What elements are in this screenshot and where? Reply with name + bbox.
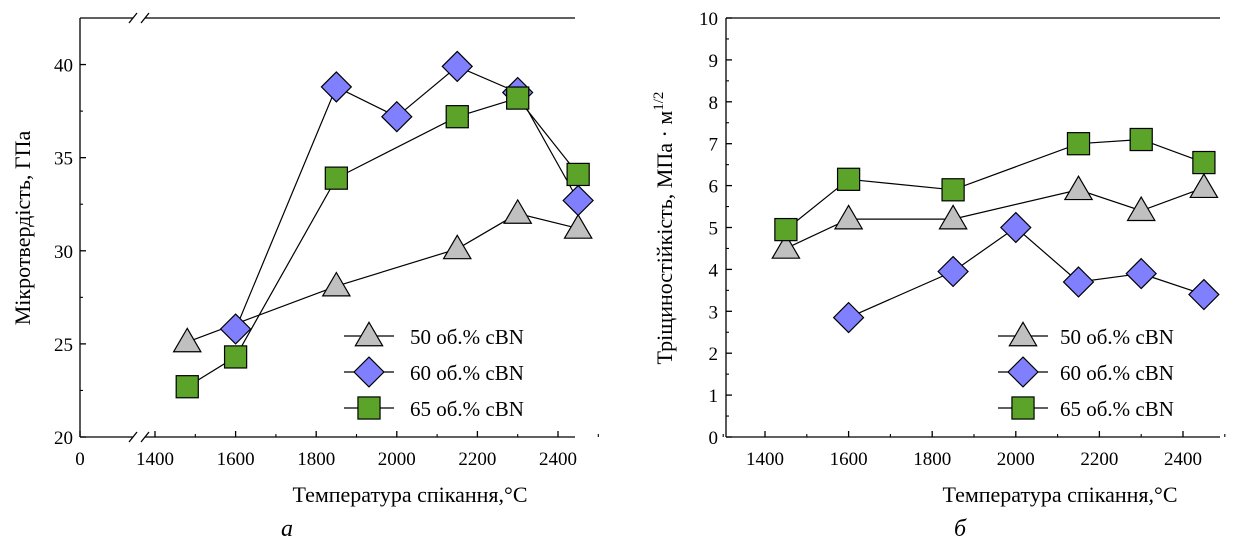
x-tick-label: 2200	[1080, 449, 1118, 470]
data-point	[563, 213, 593, 239]
data-point	[321, 271, 352, 297]
x-tick-label: 1400	[746, 449, 784, 470]
legend-label: 60 об.% cBN	[410, 361, 524, 385]
data-point	[442, 234, 472, 260]
data-point	[771, 233, 801, 259]
data-point	[937, 255, 969, 288]
y-tick-label: 0	[709, 428, 719, 449]
y-axis-title-main: Тріщиностійкість, МПа · м	[652, 111, 677, 365]
data-point	[774, 217, 798, 242]
legend-marker	[1008, 321, 1038, 347]
legend-label: 60 об.% cBN	[1060, 361, 1174, 385]
y-tick-label: 1	[709, 386, 719, 407]
data-point	[445, 105, 469, 129]
data-point	[1066, 132, 1091, 156]
y-axis-title: Тріщиностійкість, МПа · м1/2	[651, 92, 677, 365]
y-tick-label: 30	[54, 242, 73, 263]
y-tick-label: 6	[709, 177, 719, 198]
axis-break-mark	[128, 12, 138, 24]
data-point	[566, 162, 590, 187]
x-tick-label: 1600	[830, 449, 868, 470]
data-point	[1000, 211, 1032, 244]
x-tick-label: 2200	[458, 449, 496, 470]
legend-marker	[353, 356, 385, 388]
y-tick-label: 9	[709, 51, 719, 72]
legend-marker	[354, 321, 384, 347]
series-square	[175, 86, 590, 399]
y-axis-title-superscript: 1/2	[651, 92, 667, 111]
x-tick-label: 2000	[997, 449, 1035, 470]
chart-panel-b: 0 1 2 3 4 5 6 7 8 9 10 1400 1600 1800 2000 2200 2400 50 о…	[651, 9, 1226, 542]
axis-break-mark	[128, 431, 138, 443]
legend-label: 50 об.% cBN	[410, 325, 524, 349]
legend-label: 50 об.% cBN	[1060, 325, 1174, 349]
series-line	[187, 212, 579, 343]
panel-label: а	[281, 516, 293, 542]
legend-marker	[357, 396, 381, 420]
axis-break-mark	[140, 12, 150, 24]
legend-label: 65 об.% cBN	[1060, 397, 1174, 421]
data-point	[1188, 278, 1220, 311]
panel-label: б	[954, 516, 967, 542]
data-point	[506, 86, 530, 110]
data-point	[1129, 127, 1153, 152]
legend-marker	[1011, 396, 1035, 420]
x-tick-label: 2000	[378, 449, 416, 470]
legend: 50 об.% cBN 60 об.% cBN 65 об.% cBN	[344, 321, 524, 421]
series-square	[774, 127, 1216, 242]
data-point	[1126, 195, 1156, 222]
y-tick-label: 7	[709, 135, 719, 156]
data-point	[320, 71, 353, 103]
y-tick-label: 5	[709, 219, 719, 240]
data-point	[1125, 257, 1157, 290]
data-point	[441, 50, 474, 83]
y-tick-label: 2	[709, 344, 719, 365]
data-point	[223, 345, 248, 369]
data-point	[503, 198, 533, 224]
y-tick-label: 40	[54, 56, 73, 77]
data-point	[1192, 150, 1216, 175]
y-tick-label: 20	[54, 428, 73, 449]
axis-break-mark	[140, 431, 150, 443]
data-point	[172, 327, 202, 353]
data-point	[219, 313, 252, 345]
legend-label: 65 об.% cBN	[410, 397, 524, 421]
series-diamond	[832, 211, 1220, 334]
x-tick-label: 1400	[136, 449, 174, 470]
x-axis-title: Температура спікання,°C	[942, 482, 1177, 507]
legend-marker	[1007, 356, 1039, 388]
data-point	[941, 178, 965, 202]
x-tick-label: 2400	[1164, 449, 1202, 470]
y-axis-title: Мікротвердість, ГПа	[10, 131, 35, 326]
x-tick-label: 1600	[217, 449, 255, 470]
data-point	[1189, 172, 1219, 199]
data-point	[1062, 266, 1095, 298]
x-tick-label: 1800	[913, 449, 951, 470]
y-tick-label: 8	[709, 93, 719, 114]
y-tick-label: 10	[699, 9, 718, 30]
series-triangle	[172, 198, 593, 353]
y-tick-label: 35	[54, 149, 73, 170]
series-triangle	[771, 172, 1219, 259]
x-tick-label: 1800	[297, 449, 335, 470]
data-point	[562, 184, 594, 217]
x-tick-label: 2400	[539, 449, 577, 470]
legend: 50 об.% cBN 60 об.% cBN 65 об.% cBN	[998, 321, 1174, 421]
data-point	[381, 100, 413, 133]
data-point	[175, 375, 199, 399]
data-point	[836, 167, 861, 191]
y-tick-label: 3	[709, 302, 719, 323]
chart-panel-a: 20 25 30 35 40 0 1400 1600 1800 2000 2200 2400 50 об…	[10, 12, 599, 542]
data-point	[832, 301, 865, 334]
data-point	[833, 204, 864, 230]
y-tick-label: 25	[54, 335, 73, 356]
x-tick-label: 0	[75, 449, 85, 470]
data-point	[938, 204, 968, 230]
data-point	[324, 166, 348, 190]
data-point	[1063, 174, 1094, 201]
series-diamond	[219, 50, 594, 345]
x-axis-title: Температура спікання,°C	[292, 482, 527, 507]
y-tick-label: 4	[709, 260, 719, 281]
